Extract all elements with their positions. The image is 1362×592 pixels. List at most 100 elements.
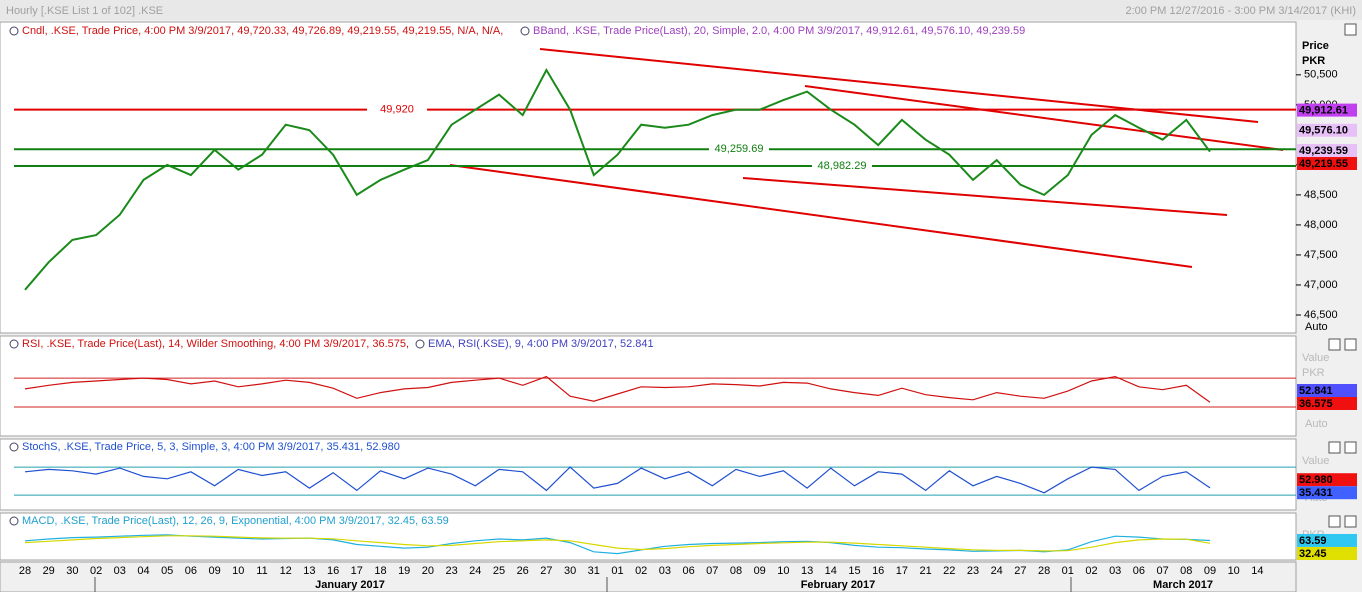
legend-text: StochS, .KSE, Trade Price, 5, 3, Simple,… xyxy=(22,441,400,453)
value-box xyxy=(1297,123,1357,137)
level-label: 49,920 xyxy=(380,104,414,116)
month-label: March 2017 xyxy=(1153,579,1213,591)
legend-icon xyxy=(520,26,530,36)
x-tick-label: 30 xyxy=(66,565,78,577)
legend-icon xyxy=(9,516,19,526)
value-box xyxy=(1297,486,1357,500)
x-tick-label: 15 xyxy=(848,565,860,577)
legend-icon xyxy=(9,26,19,36)
x-tick-label: 16 xyxy=(872,565,884,577)
legend-text: RSI, .KSE, Trade Price(Last), 14, Wilder… xyxy=(22,338,409,350)
x-tick-label: 05 xyxy=(161,565,173,577)
value-box-label: 63.59 xyxy=(1299,535,1327,547)
x-tick-label: 26 xyxy=(517,565,529,577)
x-tick-label: 07 xyxy=(1156,565,1168,577)
rsi-pane xyxy=(0,335,1297,437)
legend-icon xyxy=(9,339,19,349)
y-tick-label: 48,500 xyxy=(1304,189,1338,201)
legend-text: BBand, .KSE, Trade Price(Last), 20, Simp… xyxy=(533,25,1025,37)
legend-text: EMA, RSI(.KSE), 9, 4:00 PM 3/9/2017, 52.… xyxy=(428,338,654,350)
series-line xyxy=(24,466,1211,494)
month-separators xyxy=(94,577,1072,592)
x-tick-label: 08 xyxy=(1180,565,1192,577)
value-box xyxy=(1297,157,1357,171)
x-tick-label: 09 xyxy=(208,565,220,577)
x-tick-label: 11 xyxy=(256,565,267,577)
x-tick-label: 02 xyxy=(90,565,102,577)
x-tick-label: 14 xyxy=(825,565,837,577)
x-tick-label: 08 xyxy=(730,565,742,577)
stoch-pane xyxy=(0,438,1297,511)
value-box-label: 36.575 xyxy=(1299,398,1333,410)
x-tick-label: 29 xyxy=(43,565,55,577)
scale-button[interactable]: Auto xyxy=(1305,418,1328,430)
x-tick-label: 30 xyxy=(564,565,576,577)
x-tick-label: 14 xyxy=(1251,565,1263,577)
level-label-bg xyxy=(812,158,872,172)
x-tick-label: 18 xyxy=(374,565,386,577)
x-tick-label: 27 xyxy=(540,565,552,577)
series-line xyxy=(24,375,1211,403)
x-tick-label: 09 xyxy=(1204,565,1216,577)
x-tick-label: 16 xyxy=(327,565,339,577)
y-tick-label: 47,500 xyxy=(1304,249,1338,261)
x-tick-label: 21 xyxy=(919,565,931,577)
x-tick-label: 23 xyxy=(445,565,457,577)
title-bar xyxy=(0,0,1362,20)
value-box-label: 32.45 xyxy=(1299,548,1327,560)
x-tick-label: 13 xyxy=(303,565,315,577)
x-tick-label: 31 xyxy=(588,565,600,577)
x-tick-label: 03 xyxy=(1109,565,1121,577)
legend-text: Cndl, .KSE, Trade Price, 4:00 PM 3/9/201… xyxy=(22,25,503,37)
value-box xyxy=(1297,546,1357,560)
y-tick-label: 50,500 xyxy=(1304,69,1338,81)
legend-text: MACD, .KSE, Trade Price(Last), 12, 26, 9… xyxy=(22,515,449,527)
x-tick-label: 09 xyxy=(754,565,766,577)
pane-icons[interactable] xyxy=(1328,23,1357,528)
month-label: February 2017 xyxy=(801,579,876,591)
value-box-label: 52.841 xyxy=(1299,385,1333,397)
x-tick-label: 25 xyxy=(493,565,505,577)
time-range: 2:00 PM 12/27/2016 - 3:00 PM 3/14/2017 (… xyxy=(1125,5,1356,17)
x-tick-label: 17 xyxy=(896,565,908,577)
x-tick-label: 28 xyxy=(1038,565,1050,577)
x-tick-label: 24 xyxy=(991,565,1003,577)
axis-title: PKR xyxy=(1302,55,1325,67)
x-tick-label: 22 xyxy=(943,565,955,577)
month-label: January 2017 xyxy=(315,579,385,591)
x-tick-label: 01 xyxy=(611,565,623,577)
x-tick-label: 17 xyxy=(351,565,363,577)
x-tick-label: 10 xyxy=(1228,565,1240,577)
value-box xyxy=(1297,383,1357,397)
value-box xyxy=(1297,533,1357,547)
price-pane xyxy=(0,21,1297,334)
y-tick-label: 47,000 xyxy=(1304,279,1338,291)
x-tick-label: 06 xyxy=(1133,565,1145,577)
x-tick-label: 06 xyxy=(682,565,694,577)
signal-line xyxy=(24,535,1211,552)
y-tick-label: 46,500 xyxy=(1304,309,1338,321)
x-tick-label: 19 xyxy=(398,565,410,577)
x-tick-label: 23 xyxy=(967,565,979,577)
value-box-label: 49,912.61 xyxy=(1299,105,1348,117)
x-tick-label: 02 xyxy=(635,565,647,577)
x-tick-label: 01 xyxy=(1062,565,1074,577)
value-box-label: 52.980 xyxy=(1299,474,1333,486)
x-tick-label: 20 xyxy=(422,565,434,577)
series-line xyxy=(24,67,1211,291)
x-tick-label: 28 xyxy=(19,565,31,577)
value-box-label: 49,239.59 xyxy=(1299,145,1348,157)
value-box xyxy=(1297,473,1357,487)
x-tick-label: 06 xyxy=(185,565,197,577)
value-box-label: 49,576.10 xyxy=(1299,125,1348,137)
scale-button[interactable]: Auto xyxy=(1305,321,1328,333)
x-tick-label: 03 xyxy=(114,565,126,577)
time-axis xyxy=(0,561,1297,592)
level-label: 49,259.69 xyxy=(715,143,764,155)
level-label-bg xyxy=(367,102,427,116)
x-tick-label: 10 xyxy=(232,565,244,577)
x-tick-label: 02 xyxy=(1085,565,1097,577)
x-tick-label: 07 xyxy=(706,565,718,577)
legend-icon xyxy=(9,442,19,452)
